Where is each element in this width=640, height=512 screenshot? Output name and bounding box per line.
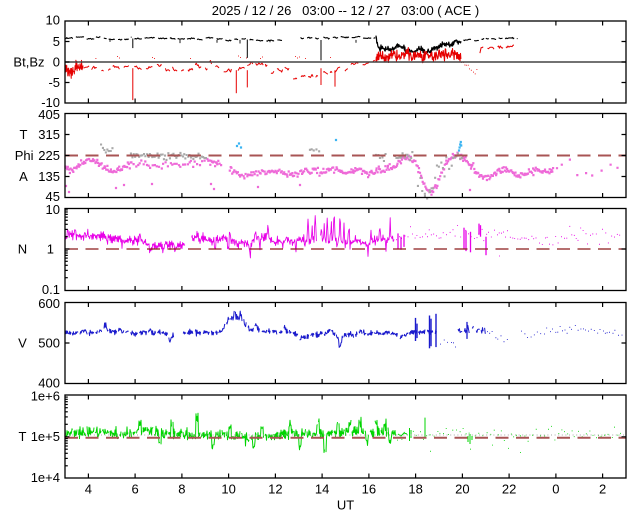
svg-text:0: 0: [53, 55, 60, 70]
svg-text:-5: -5: [48, 75, 60, 90]
svg-text:4: 4: [85, 482, 92, 497]
svg-text:-10: -10: [41, 95, 60, 110]
svg-text:Bt,Bz: Bt,Bz: [13, 55, 44, 70]
svg-text:405: 405: [38, 107, 60, 122]
svg-text:400: 400: [38, 376, 60, 391]
svg-text:1e+5: 1e+5: [31, 429, 60, 444]
svg-text:0.1: 0.1: [42, 282, 60, 297]
svg-text:8: 8: [178, 482, 185, 497]
svg-text:20: 20: [455, 482, 469, 497]
svg-text:5: 5: [53, 34, 60, 49]
svg-text:10: 10: [46, 13, 60, 28]
svg-text:6: 6: [131, 482, 138, 497]
svg-text:16: 16: [362, 482, 376, 497]
svg-text:1e+4: 1e+4: [31, 470, 60, 485]
svg-text:UT: UT: [337, 498, 354, 512]
svg-text:T: T: [20, 127, 28, 142]
svg-text:1e+6: 1e+6: [31, 389, 60, 404]
svg-text:500: 500: [38, 336, 60, 351]
svg-text:225: 225: [38, 148, 60, 163]
svg-text:45: 45: [46, 189, 60, 204]
svg-text:22: 22: [502, 482, 516, 497]
svg-text:10: 10: [221, 482, 235, 497]
svg-text:1: 1: [47, 242, 54, 257]
svg-text:600: 600: [38, 296, 60, 311]
svg-text:2: 2: [599, 482, 606, 497]
svg-text:2025 / 12 / 26 03:00 -- 12 /: 2025 / 12 / 26 03:00 -- 12 / 27 03:00 ( …: [212, 3, 479, 18]
svg-text:N: N: [18, 242, 27, 257]
svg-text:315: 315: [38, 127, 60, 142]
svg-text:18: 18: [408, 482, 422, 497]
svg-text:10: 10: [46, 202, 60, 217]
svg-text:0: 0: [552, 482, 559, 497]
svg-text:Phi: Phi: [15, 148, 34, 163]
svg-text:V: V: [18, 336, 27, 351]
svg-text:12: 12: [268, 482, 282, 497]
svg-text:14: 14: [315, 482, 329, 497]
svg-text:A: A: [19, 169, 28, 184]
svg-text:135: 135: [38, 169, 60, 184]
svg-text:T: T: [19, 429, 27, 444]
